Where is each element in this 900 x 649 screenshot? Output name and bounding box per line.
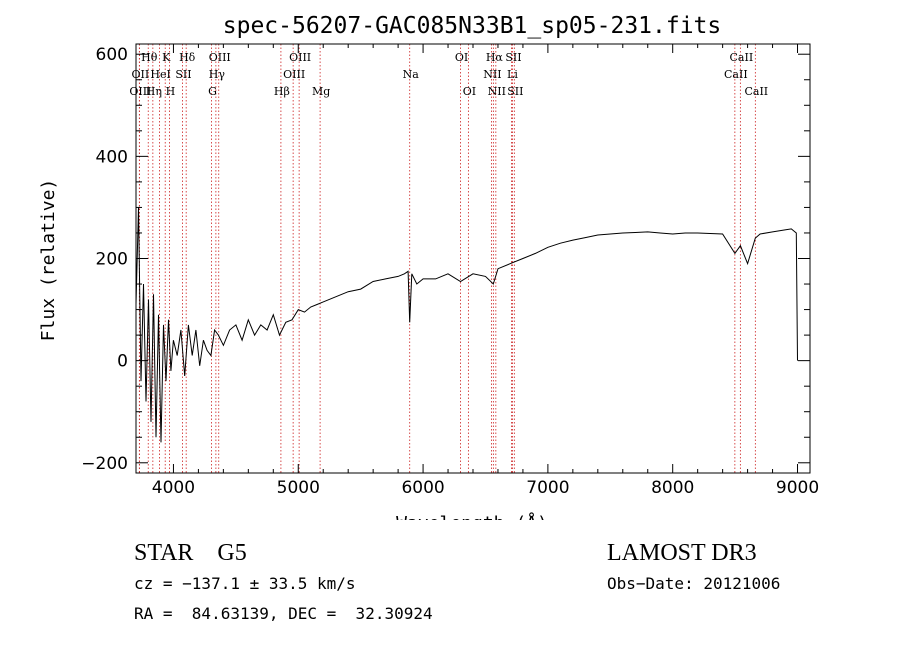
line-label-20: G: [208, 85, 217, 98]
line-label-2: Hδ: [179, 51, 196, 64]
line-label-8: CaII: [730, 51, 754, 64]
spectrum-chart: spec-56207-GAC085N33B1_sp05-231.fits 400…: [38, 13, 819, 520]
x-tick-label-7000: 7000: [526, 478, 569, 498]
line-label-3: OIII: [209, 51, 231, 64]
line-label-14: NII: [483, 68, 501, 81]
line-label-17: OIII: [129, 85, 151, 98]
line-label-18: Hη: [146, 85, 162, 98]
x-tick-label-8000: 8000: [651, 478, 694, 498]
line-label-19: H: [166, 85, 176, 98]
series-0-line: [136, 207, 798, 443]
y-tick-label-600: 600: [96, 45, 128, 65]
axes: 4000 5000 6000 7000 8000 9000 −200 0 200 400 600: [81, 43, 819, 498]
line-label-25: NII: [488, 85, 506, 98]
line-label-22: Mg: [312, 85, 330, 98]
redshift-label: cz = −137.1 ± 33.5 km/s: [134, 574, 356, 593]
line-label-23: Na: [403, 68, 420, 81]
chart-title: spec-56207-GAC085N33B1_sp05-231.fits: [223, 13, 722, 39]
line-label-5: OI: [455, 51, 468, 64]
y-axis-label: Flux (relative): [38, 179, 59, 342]
coordinates-label: RA = 84.63139, DEC = 32.30924: [134, 604, 433, 623]
x-tick-label-4000: 4000: [152, 478, 195, 498]
series-layer: [136, 207, 798, 443]
line-label-6: Hα: [486, 51, 504, 64]
obs-date-label: Obs−Date: 20121006: [607, 574, 781, 593]
y-tick-label-200: 200: [96, 250, 128, 270]
line-label-27: CaII: [744, 85, 768, 98]
x-axis-label: Wavelength (Å): [396, 512, 548, 520]
line-label-4: OIII: [289, 51, 311, 64]
line-label-13: OIII: [283, 68, 305, 81]
line-label-7: SII: [505, 51, 521, 64]
y-tick-label-400: 400: [96, 147, 128, 167]
line-label-0: Hθ: [141, 51, 158, 64]
line-label-11: SII: [175, 68, 191, 81]
survey-label: LAMOST DR3: [607, 540, 757, 566]
annotation-lines: [138, 44, 756, 473]
line-label-15: Li: [507, 68, 518, 81]
classification-label: STAR G5: [134, 540, 247, 566]
y-tick-label-0: 0: [117, 352, 128, 372]
x-tick-label-5000: 5000: [277, 478, 320, 498]
line-label-1: K: [162, 51, 171, 64]
x-tick-label-6000: 6000: [401, 478, 444, 498]
plot-frame: [135, 43, 811, 474]
line-label-26: SII: [507, 85, 523, 98]
y-tick-label--200: −200: [81, 454, 128, 474]
line-label-16: CaII: [724, 68, 748, 81]
line-label-9: OII: [132, 68, 150, 81]
line-label-10: HeI: [150, 68, 170, 81]
line-label-21: Hβ: [274, 85, 290, 98]
x-tick-label-9000: 9000: [776, 478, 819, 498]
line-label-12: Hγ: [209, 68, 226, 81]
line-label-24: OI: [463, 85, 476, 98]
